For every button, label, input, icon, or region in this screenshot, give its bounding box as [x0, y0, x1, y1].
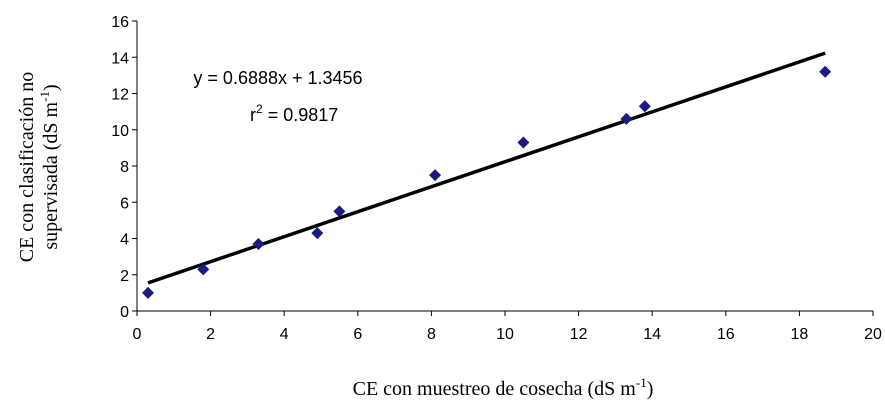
x-tick-label: 16 [717, 326, 735, 343]
x-tick-label: 6 [353, 326, 362, 343]
x-tick-label: 2 [206, 326, 215, 343]
data-point [517, 136, 530, 149]
y-tick-label: 6 [120, 195, 129, 212]
y-tick-label: 4 [120, 232, 129, 249]
data-point [197, 263, 210, 276]
data-point [311, 227, 324, 240]
y-tick-label: 16 [111, 14, 129, 31]
ticks: 0 2 4 6 8 10 12 14 16 0 2 4 6 8 10 12 14 16 18 20 [111, 14, 882, 343]
y-tick-label: 0 [120, 304, 129, 321]
y-tick-label: 2 [120, 268, 129, 285]
data-point [620, 112, 633, 125]
y-tick-label: 8 [120, 159, 129, 176]
x-tick-label: 12 [570, 326, 588, 343]
data-point [142, 286, 155, 299]
y-axis-title: CE con clasificación no supervisada (dS … [16, 72, 62, 263]
y-tick-label: 10 [111, 123, 129, 140]
data-point [333, 205, 346, 218]
x-tick-label: 4 [280, 326, 289, 343]
data-points [142, 65, 832, 299]
y-tick-label: 14 [111, 50, 129, 67]
r2-label: r2 = 0.9817 [250, 102, 338, 125]
x-tick-label: 10 [496, 326, 514, 343]
data-point [819, 65, 832, 78]
data-point [429, 169, 442, 182]
x-tick-label: 20 [864, 326, 882, 343]
y-tick-label: 12 [111, 87, 129, 104]
data-point [252, 237, 265, 250]
equation-label: y = 0.6888x + 1.3456 [193, 68, 362, 88]
y-axis-title-line2: supervisada (dS m-1) [37, 84, 62, 249]
x-tick-label: 18 [791, 326, 809, 343]
axes [136, 21, 873, 312]
y-axis-title-line1: CE con clasificación no [16, 72, 38, 263]
x-tick-label: 8 [427, 326, 436, 343]
x-tick-label: 14 [643, 326, 661, 343]
x-tick-label: 0 [133, 326, 142, 343]
x-axis-title: CE con muestreo de cosecha (dS m-1) [353, 375, 654, 400]
data-point [638, 100, 651, 113]
